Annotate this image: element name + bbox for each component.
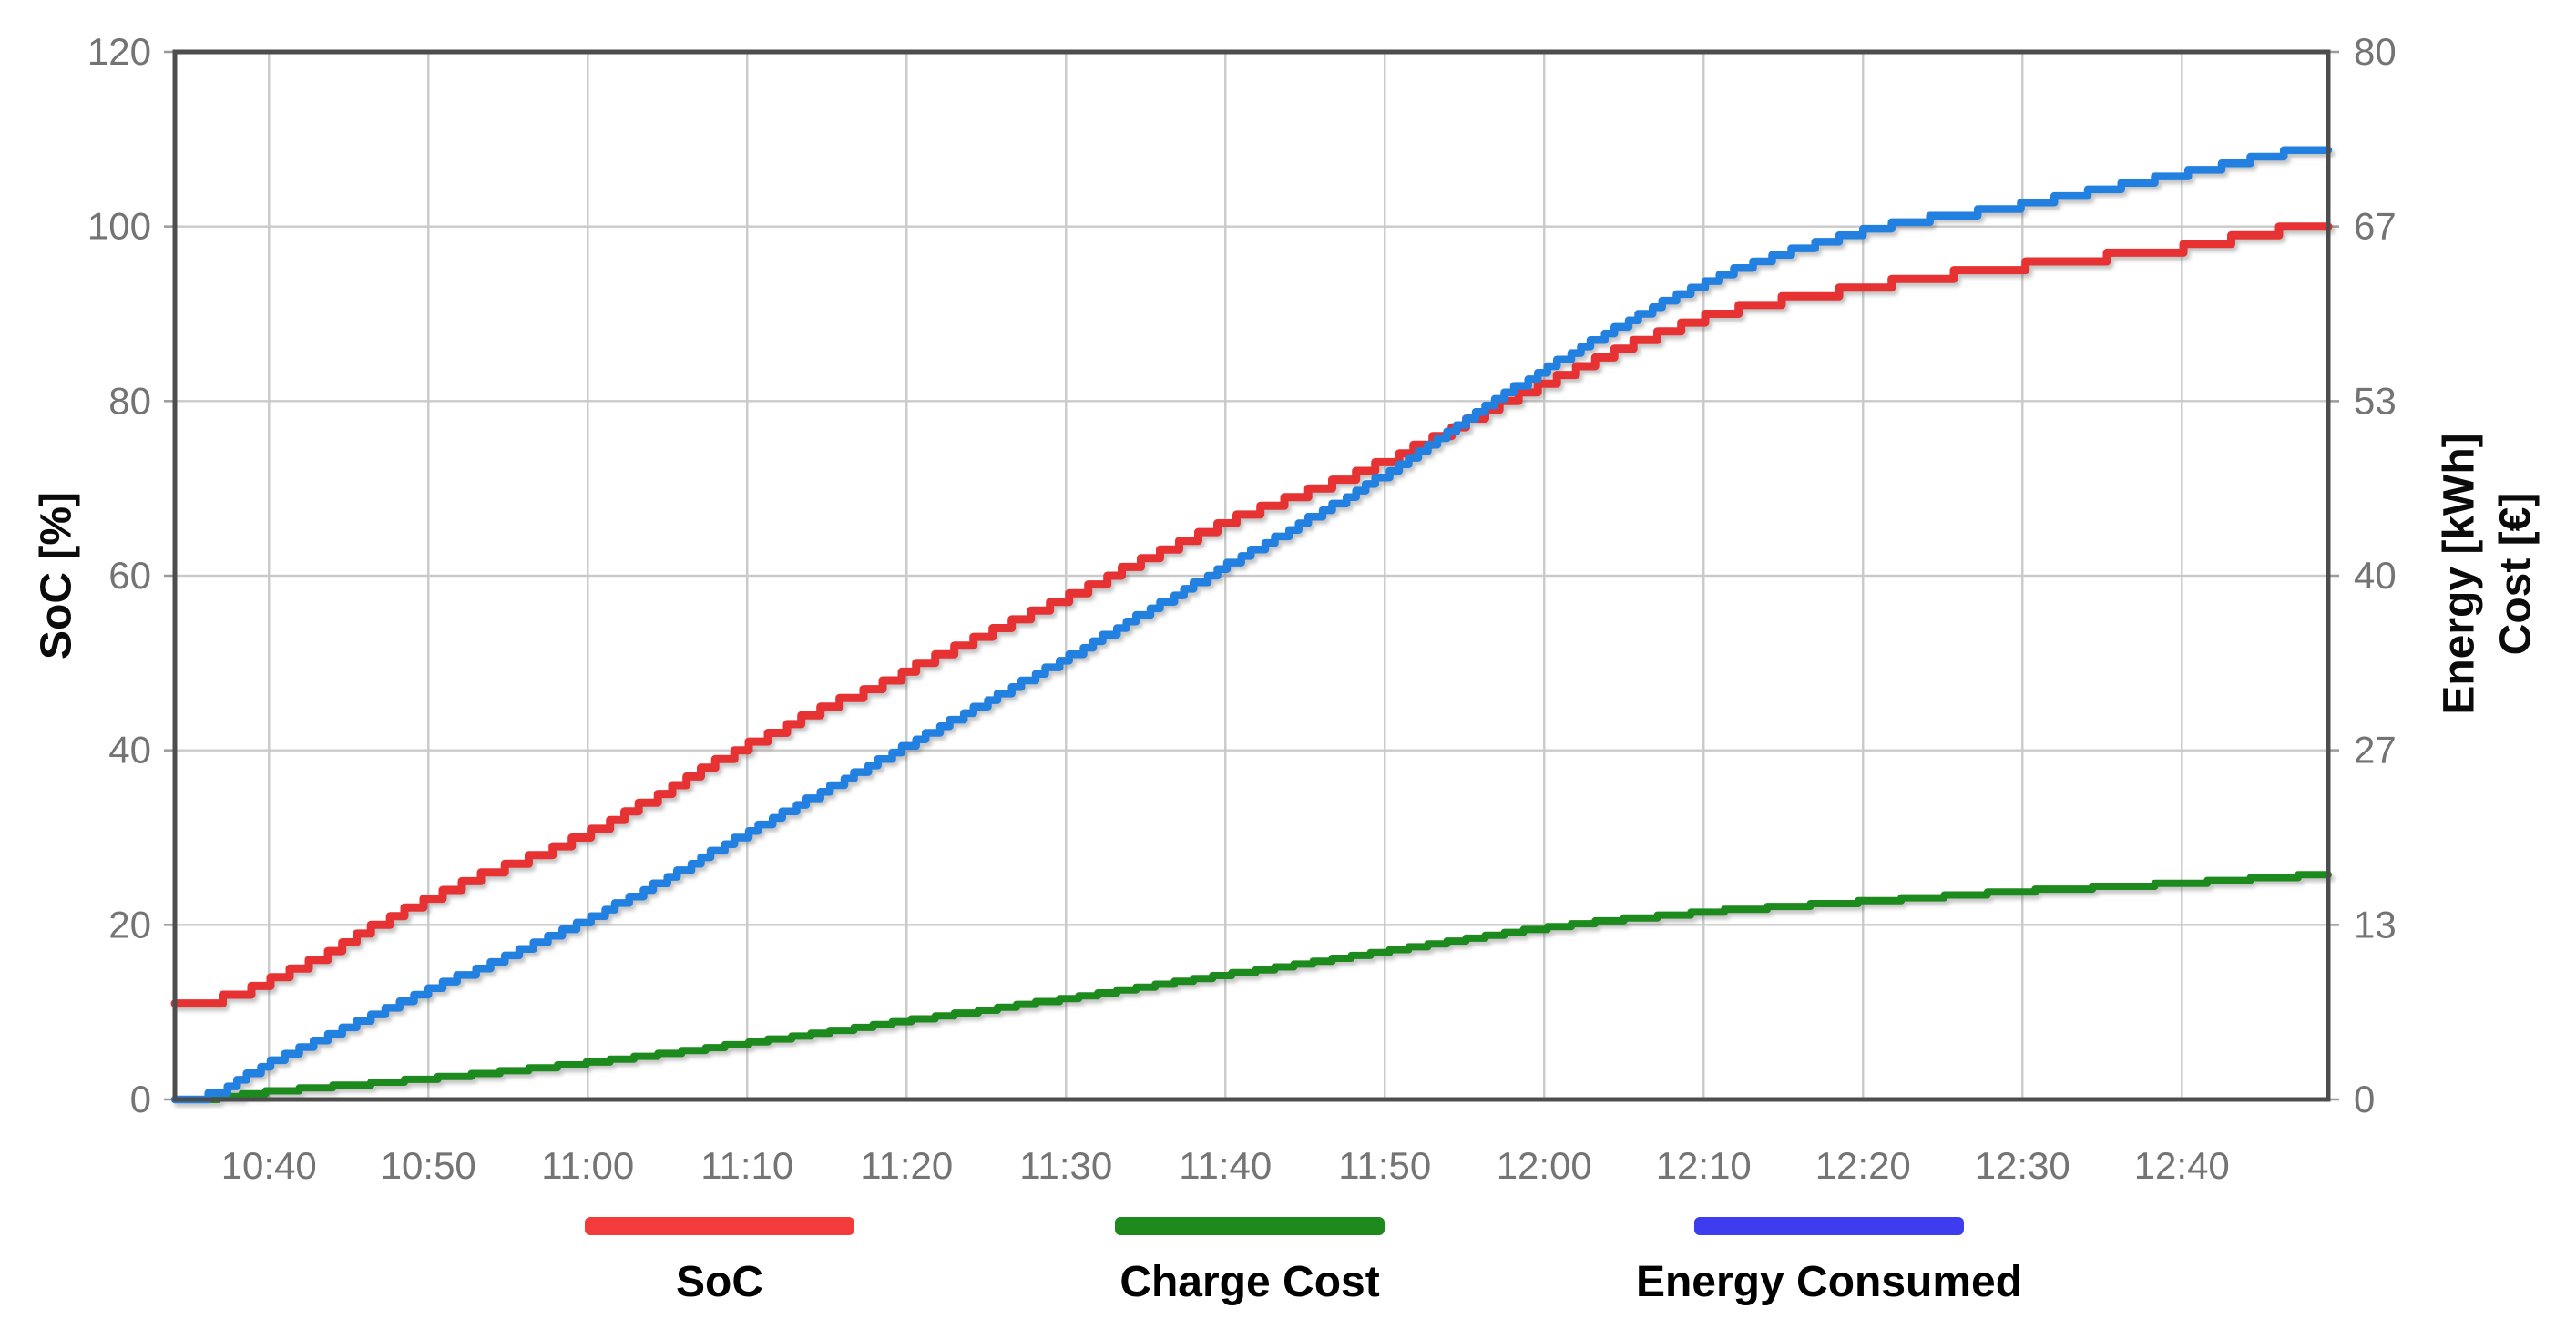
x-axis-tick-label: 11:50 — [1338, 1144, 1431, 1187]
legend-item-soc[interactable]: SoC — [585, 1217, 854, 1304]
charge-cost-line — [171, 871, 2332, 1103]
soc-line — [170, 222, 2333, 1008]
energy-consumed-line — [170, 146, 2333, 1104]
left-axis-tick-label: 80 — [108, 379, 151, 422]
right-axis-tick-label: 27 — [2354, 729, 2397, 772]
x-axis-tick-label: 12:10 — [1656, 1144, 1752, 1187]
x-axis-tick-label: 12:20 — [1815, 1144, 1911, 1187]
legend-swatch-icon — [585, 1217, 854, 1235]
left-axis-title: SoC [%] — [32, 492, 81, 660]
x-axis-tick-label: 11:40 — [1179, 1144, 1272, 1187]
x-axis-tick-label: 11:20 — [860, 1144, 953, 1187]
x-axis-tick-label: 10:40 — [221, 1144, 317, 1187]
right-axis-tick-label: 67 — [2354, 205, 2397, 248]
x-axis-tick-label: 10:50 — [381, 1144, 476, 1187]
x-axis-tick-label: 11:00 — [541, 1144, 634, 1187]
left-axis-tick-label: 100 — [87, 205, 151, 248]
right-axis-tick-label: 80 — [2354, 30, 2397, 73]
x-axis-tick-label: 11:10 — [700, 1144, 793, 1187]
right-axis-tick-label: 40 — [2354, 554, 2397, 597]
left-axis-tick-label: 40 — [108, 729, 151, 772]
left-axis-tick-label: 0 — [130, 1078, 151, 1120]
right-axis-tick-label: 53 — [2354, 379, 2397, 422]
legend-item-energy-consumed[interactable]: Energy Consumed — [1636, 1217, 2022, 1304]
legend-label: Energy Consumed — [1635, 1258, 2023, 1306]
right-axis-title-energy: Energy [kWh] — [2435, 433, 2484, 715]
legend-label: Charge Cost — [1119, 1258, 1380, 1306]
x-axis-tick-label: 12:00 — [1497, 1144, 1592, 1187]
x-axis-tick-label: 12:30 — [1975, 1144, 2070, 1187]
plot-border — [172, 49, 2331, 1102]
right-axis-tick-label: 13 — [2354, 903, 2397, 946]
right-axis-tick-label: 0 — [2354, 1078, 2375, 1120]
x-axis-tick-label: 11:30 — [1019, 1144, 1112, 1187]
x-axis-tick-label: 12:40 — [2134, 1144, 2230, 1187]
left-axis-tick-label: 60 — [108, 554, 151, 597]
left-axis-tick-label: 20 — [108, 903, 151, 946]
legend-swatch-icon — [1693, 1217, 1964, 1235]
left-axis-tick-label: 120 — [87, 30, 151, 73]
legend-label: SoC — [676, 1258, 763, 1306]
legend-swatch-icon — [1115, 1217, 1385, 1235]
right-axis-title-cost: Cost [€] — [2491, 492, 2540, 656]
legend-item-charge-cost[interactable]: Charge Cost — [1115, 1217, 1385, 1304]
